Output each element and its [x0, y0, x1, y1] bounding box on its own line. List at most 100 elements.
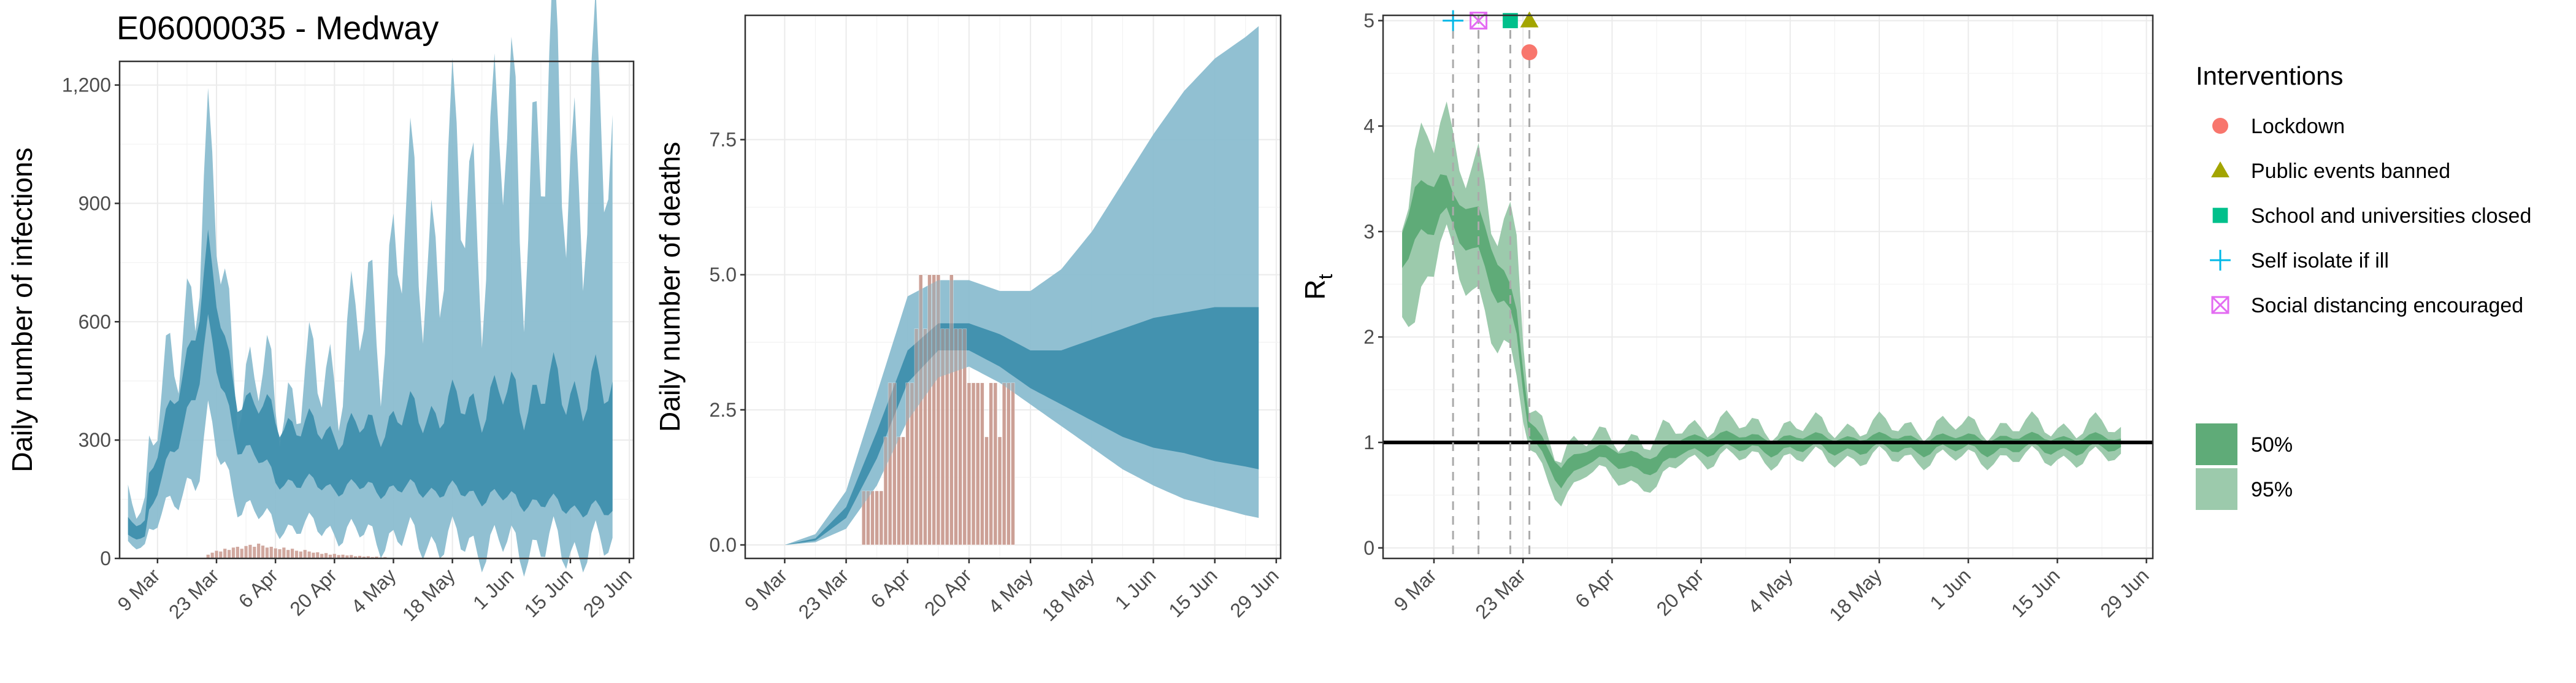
observed-bars-overlay	[861, 274, 1015, 546]
x-tick-label: 4 May	[984, 564, 1037, 617]
y-tick-label: 5	[1363, 10, 1374, 32]
legend-key-cross	[2210, 250, 2231, 271]
y-tick-label: 1	[1363, 431, 1374, 453]
x-tick-label: 9 Mar	[113, 564, 164, 615]
x-tick-label: 6 Apr	[866, 564, 914, 612]
legend-ci-label: 95%	[2251, 478, 2293, 501]
y-axis-title: Daily number of deaths	[654, 142, 686, 432]
observed-bar	[958, 328, 962, 546]
observed-bar	[984, 436, 989, 546]
observed-bar	[324, 552, 328, 559]
observed-bar	[927, 274, 932, 546]
observed-bar	[282, 547, 286, 559]
box	[2211, 296, 2229, 314]
observed-bar	[277, 549, 282, 559]
legend-label: Social distancing encouraged	[2251, 294, 2523, 317]
observed-bar	[993, 382, 998, 546]
observed-bar	[239, 548, 244, 559]
y-tick-label: 2	[1363, 326, 1374, 348]
intervention-markers	[1443, 10, 1539, 558]
plot-frame	[744, 14, 1282, 560]
observed-bar	[892, 382, 897, 546]
observed-bar	[875, 490, 880, 546]
observed-bar	[303, 549, 307, 559]
legend-ci-label: 50%	[2251, 433, 2293, 457]
legend-key-square	[2212, 207, 2228, 223]
y-tick-label: 4	[1363, 115, 1374, 137]
observed-bar	[866, 490, 870, 546]
y-tick-label: 300	[79, 429, 111, 451]
observed-bar	[248, 544, 253, 559]
observed-bar	[269, 546, 274, 559]
y-tick-label: 0	[100, 547, 111, 569]
observed-bar	[967, 382, 972, 546]
y-axis-title-sub: t	[1314, 274, 1336, 279]
observed-bar	[311, 552, 316, 559]
observed-bar	[307, 551, 312, 559]
observed-bar	[918, 274, 923, 546]
ci-50-band	[784, 307, 1259, 545]
observed-bar	[294, 550, 299, 559]
x-tick-label: 4 May	[347, 564, 400, 617]
observed-bar	[286, 549, 290, 559]
legend-label: Self isolate if ill	[2251, 249, 2389, 272]
legend-key-triangle	[2211, 161, 2229, 178]
observed-bar	[962, 328, 967, 546]
deaths-panel: 0.02.55.07.59 Mar 23 Mar 6 Apr 20 Apr 4 May 1…	[654, 14, 1283, 625]
plot-frame	[1382, 14, 2154, 560]
observed-bar	[989, 382, 994, 546]
observed-bar	[932, 274, 937, 546]
x-tick-label: 4 May	[1744, 564, 1797, 617]
x-tick-label: 23 Mar	[164, 564, 223, 623]
observed-bar	[223, 548, 227, 559]
observed-bar	[910, 382, 914, 546]
observed-bar	[256, 543, 261, 559]
observed-bar	[261, 545, 265, 559]
y-tick-label: 600	[79, 311, 111, 333]
observed-bar	[231, 547, 236, 559]
y-tick-label: 2.5	[710, 399, 737, 421]
observed-bar	[971, 382, 976, 546]
observed-bar	[870, 490, 875, 546]
observed-bar	[243, 546, 248, 559]
intervention-point-circle	[1521, 44, 1538, 61]
observed-bar	[227, 549, 231, 559]
observed-bar	[861, 490, 866, 546]
observed-bar	[236, 546, 240, 559]
x-tick-label: 1 Jun	[469, 564, 518, 614]
x-tick-label: 29 Jun	[1225, 564, 1282, 621]
observed-bar	[940, 328, 945, 546]
box	[1470, 12, 1488, 30]
observed-bar	[299, 551, 303, 559]
x-tick-label: 29 Jun	[579, 564, 636, 621]
y-axis-title: Rt	[1299, 274, 1336, 299]
x-tick-label: 6 Apr	[234, 564, 283, 612]
observed-bar	[887, 382, 892, 546]
y-tick-label: 3	[1363, 220, 1374, 242]
x-tick-label: 29 Jun	[2096, 564, 2153, 621]
intervention-point-triangle	[1520, 11, 1539, 28]
observed-bar	[218, 551, 223, 559]
y-tick-label: 0.0	[710, 534, 737, 556]
x-tick-label: 9 Mar	[740, 564, 792, 615]
legend-label: Lockdown	[2251, 115, 2345, 138]
x-tick-label: 15 Jun	[1164, 564, 1221, 621]
y-tick-label: 900	[79, 192, 111, 214]
y-tick-label: 5.0	[710, 264, 737, 286]
rt-panel: 0 1 2 3 4 5 9 Mar 23 Mar 6 Apr 20 Apr 4 May 18 May 1…	[1299, 10, 2154, 625]
observed-bar	[914, 328, 919, 546]
x-tick-label: 15 Jun	[520, 564, 577, 621]
x-tick-label: 6 Apr	[1571, 564, 1619, 612]
observed-bar	[210, 552, 215, 559]
x-tick-label: 23 Mar	[794, 564, 853, 623]
box-diag-2	[2211, 296, 2229, 314]
x-tick-label: 18 May	[398, 564, 459, 625]
observed-bar	[265, 547, 269, 559]
legend-label: Public events banned	[2251, 160, 2450, 183]
observed-bar	[923, 328, 927, 546]
observed-bar	[1002, 382, 1006, 546]
intervention-point-cross	[1443, 10, 1463, 31]
legend-ci-swatch	[2196, 423, 2237, 465]
plot-frame	[118, 60, 635, 560]
